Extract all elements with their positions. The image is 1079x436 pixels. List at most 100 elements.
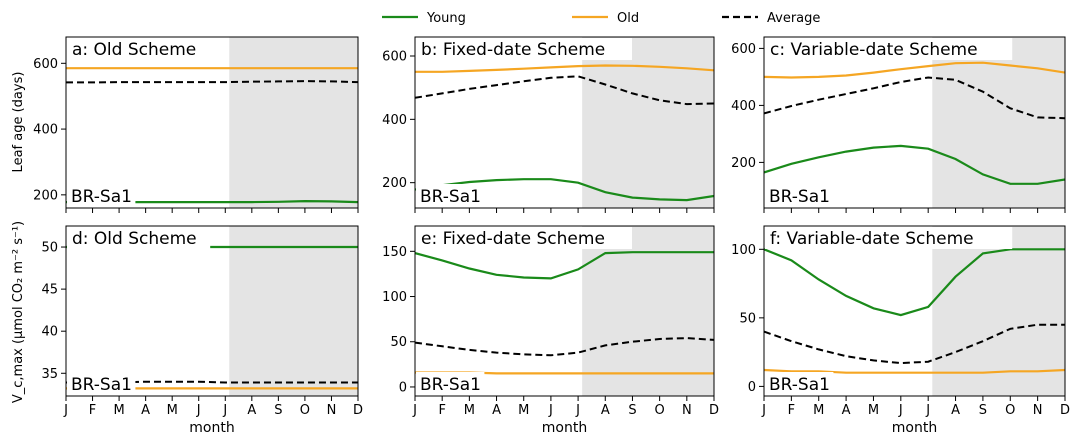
x-tick-label: A: [842, 403, 851, 418]
x-tick-label: J: [548, 403, 553, 418]
x-axis-label: month: [892, 420, 937, 436]
site-label: BR-Sa1: [71, 187, 132, 207]
series-line-average: [415, 75, 714, 106]
x-tick-label: J: [925, 403, 930, 418]
y-tick-label: 100: [731, 243, 756, 258]
y-tick-label: 150: [382, 245, 407, 260]
x-tick-label: D: [1060, 403, 1070, 418]
panel-title-box: [765, 38, 1013, 60]
x-tick-label: A: [601, 403, 610, 418]
x-tick-label: M: [813, 403, 824, 418]
y-tick-label: 0: [399, 380, 407, 395]
series-line-old: [415, 64, 714, 73]
shaded-period: [229, 37, 358, 208]
panel-title-box: [67, 38, 211, 60]
x-tick-label: J: [898, 403, 903, 418]
x-tick-label: J: [575, 403, 580, 418]
axes-frame: [763, 36, 1066, 209]
series-line-old: [764, 61, 1065, 79]
x-tick-label: M: [868, 403, 879, 418]
x-tick-label: J: [63, 403, 68, 418]
shaded-period: [932, 226, 1065, 396]
panel-title: e: Fixed-date Scheme: [421, 229, 605, 249]
x-tick-label: O: [1005, 403, 1015, 418]
y-axis-label-vcmax: V_c,max (µmol CO₂ m⁻² s⁻¹): [11, 221, 26, 403]
x-tick-label: A: [951, 403, 960, 418]
axes-frame: [65, 36, 359, 209]
series-line-young: [764, 248, 1065, 317]
x-tick-label: J: [412, 403, 417, 418]
x-tick-label: A: [247, 403, 256, 418]
y-tick-label: 600: [382, 50, 407, 65]
panel-a: 200 400 600 a: Old Scheme BR-Sa1: [33, 36, 359, 213]
x-tick-label: O: [300, 403, 310, 418]
x-tick-label: S: [274, 403, 282, 418]
series-line-young: [764, 144, 1065, 185]
y-tick-label: 35: [41, 367, 58, 382]
legend-entry-old: Old: [572, 11, 639, 26]
y-tick-label: 50: [390, 335, 407, 350]
shaded-period: [582, 37, 714, 208]
panel-title-box: [416, 38, 632, 60]
y-tick-label: 400: [33, 123, 58, 138]
axes-frame: [763, 225, 1066, 397]
panel-title-box: [765, 227, 1013, 249]
panel-title-box: [67, 227, 211, 249]
x-tick-label: O: [655, 403, 665, 418]
legend-label-old: Old: [617, 11, 639, 26]
x-tick-label: M: [167, 403, 178, 418]
y-tick-label: 200: [33, 188, 58, 203]
legend-label-young: Young: [426, 11, 466, 26]
legend-entry-average: Average: [722, 11, 820, 26]
site-label: BR-Sa1: [769, 375, 830, 395]
y-tick-label: 100: [382, 290, 407, 305]
y-tick-label: 50: [41, 241, 58, 256]
shaded-period: [229, 226, 358, 396]
panel-title-box: [416, 227, 632, 249]
site-label: BR-Sa1: [420, 375, 481, 395]
y-tick-label: 45: [41, 283, 58, 298]
y-tick-label: 0: [748, 380, 756, 395]
y-tick-label: 200: [382, 176, 407, 191]
site-label-box: [765, 184, 834, 207]
panel-title: b: Fixed-date Scheme: [421, 40, 605, 60]
y-tick-label: 40: [41, 325, 58, 340]
panel-title: d: Old Scheme: [72, 229, 197, 249]
panel-title: f: Variable-date Scheme: [770, 229, 974, 249]
y-tick-label: 600: [731, 42, 756, 57]
x-tick-label: N: [327, 403, 337, 418]
x-tick-label: M: [464, 403, 475, 418]
x-tick-label: S: [628, 403, 636, 418]
x-tick-label: J: [761, 403, 766, 418]
x-tick-label: N: [1033, 403, 1043, 418]
site-label-box: [67, 184, 136, 207]
x-tick-label: A: [141, 403, 150, 418]
x-tick-label: A: [492, 403, 501, 418]
site-label: BR-Sa1: [420, 187, 481, 207]
y-tick-label: 400: [382, 113, 407, 128]
x-tick-label: D: [709, 403, 719, 418]
y-tick-label: 600: [33, 57, 58, 72]
panel-b: 200 400 600 b: Fixed-date Scheme BR-Sa1: [382, 36, 715, 213]
series-line-average: [66, 80, 358, 84]
site-label-box: [416, 372, 485, 395]
panel-title: a: Old Scheme: [72, 40, 196, 60]
y-tick-label: 400: [731, 99, 756, 114]
y-tick-label: 50: [739, 311, 756, 326]
series-line-young: [415, 178, 714, 202]
series-line-old: [764, 368, 1065, 374]
site-label-box: [765, 372, 834, 395]
x-tick-label: J: [222, 403, 227, 418]
axes-frame: [65, 225, 359, 397]
x-axis-label: month: [189, 420, 234, 436]
site-label-box: [416, 184, 485, 207]
series-line-average: [764, 76, 1065, 120]
y-tick-label: 200: [731, 156, 756, 171]
x-tick-label: S: [979, 403, 987, 418]
x-tick-label: F: [788, 403, 795, 418]
x-tick-label: F: [438, 403, 445, 418]
legend-entry-young: Young: [382, 11, 466, 26]
